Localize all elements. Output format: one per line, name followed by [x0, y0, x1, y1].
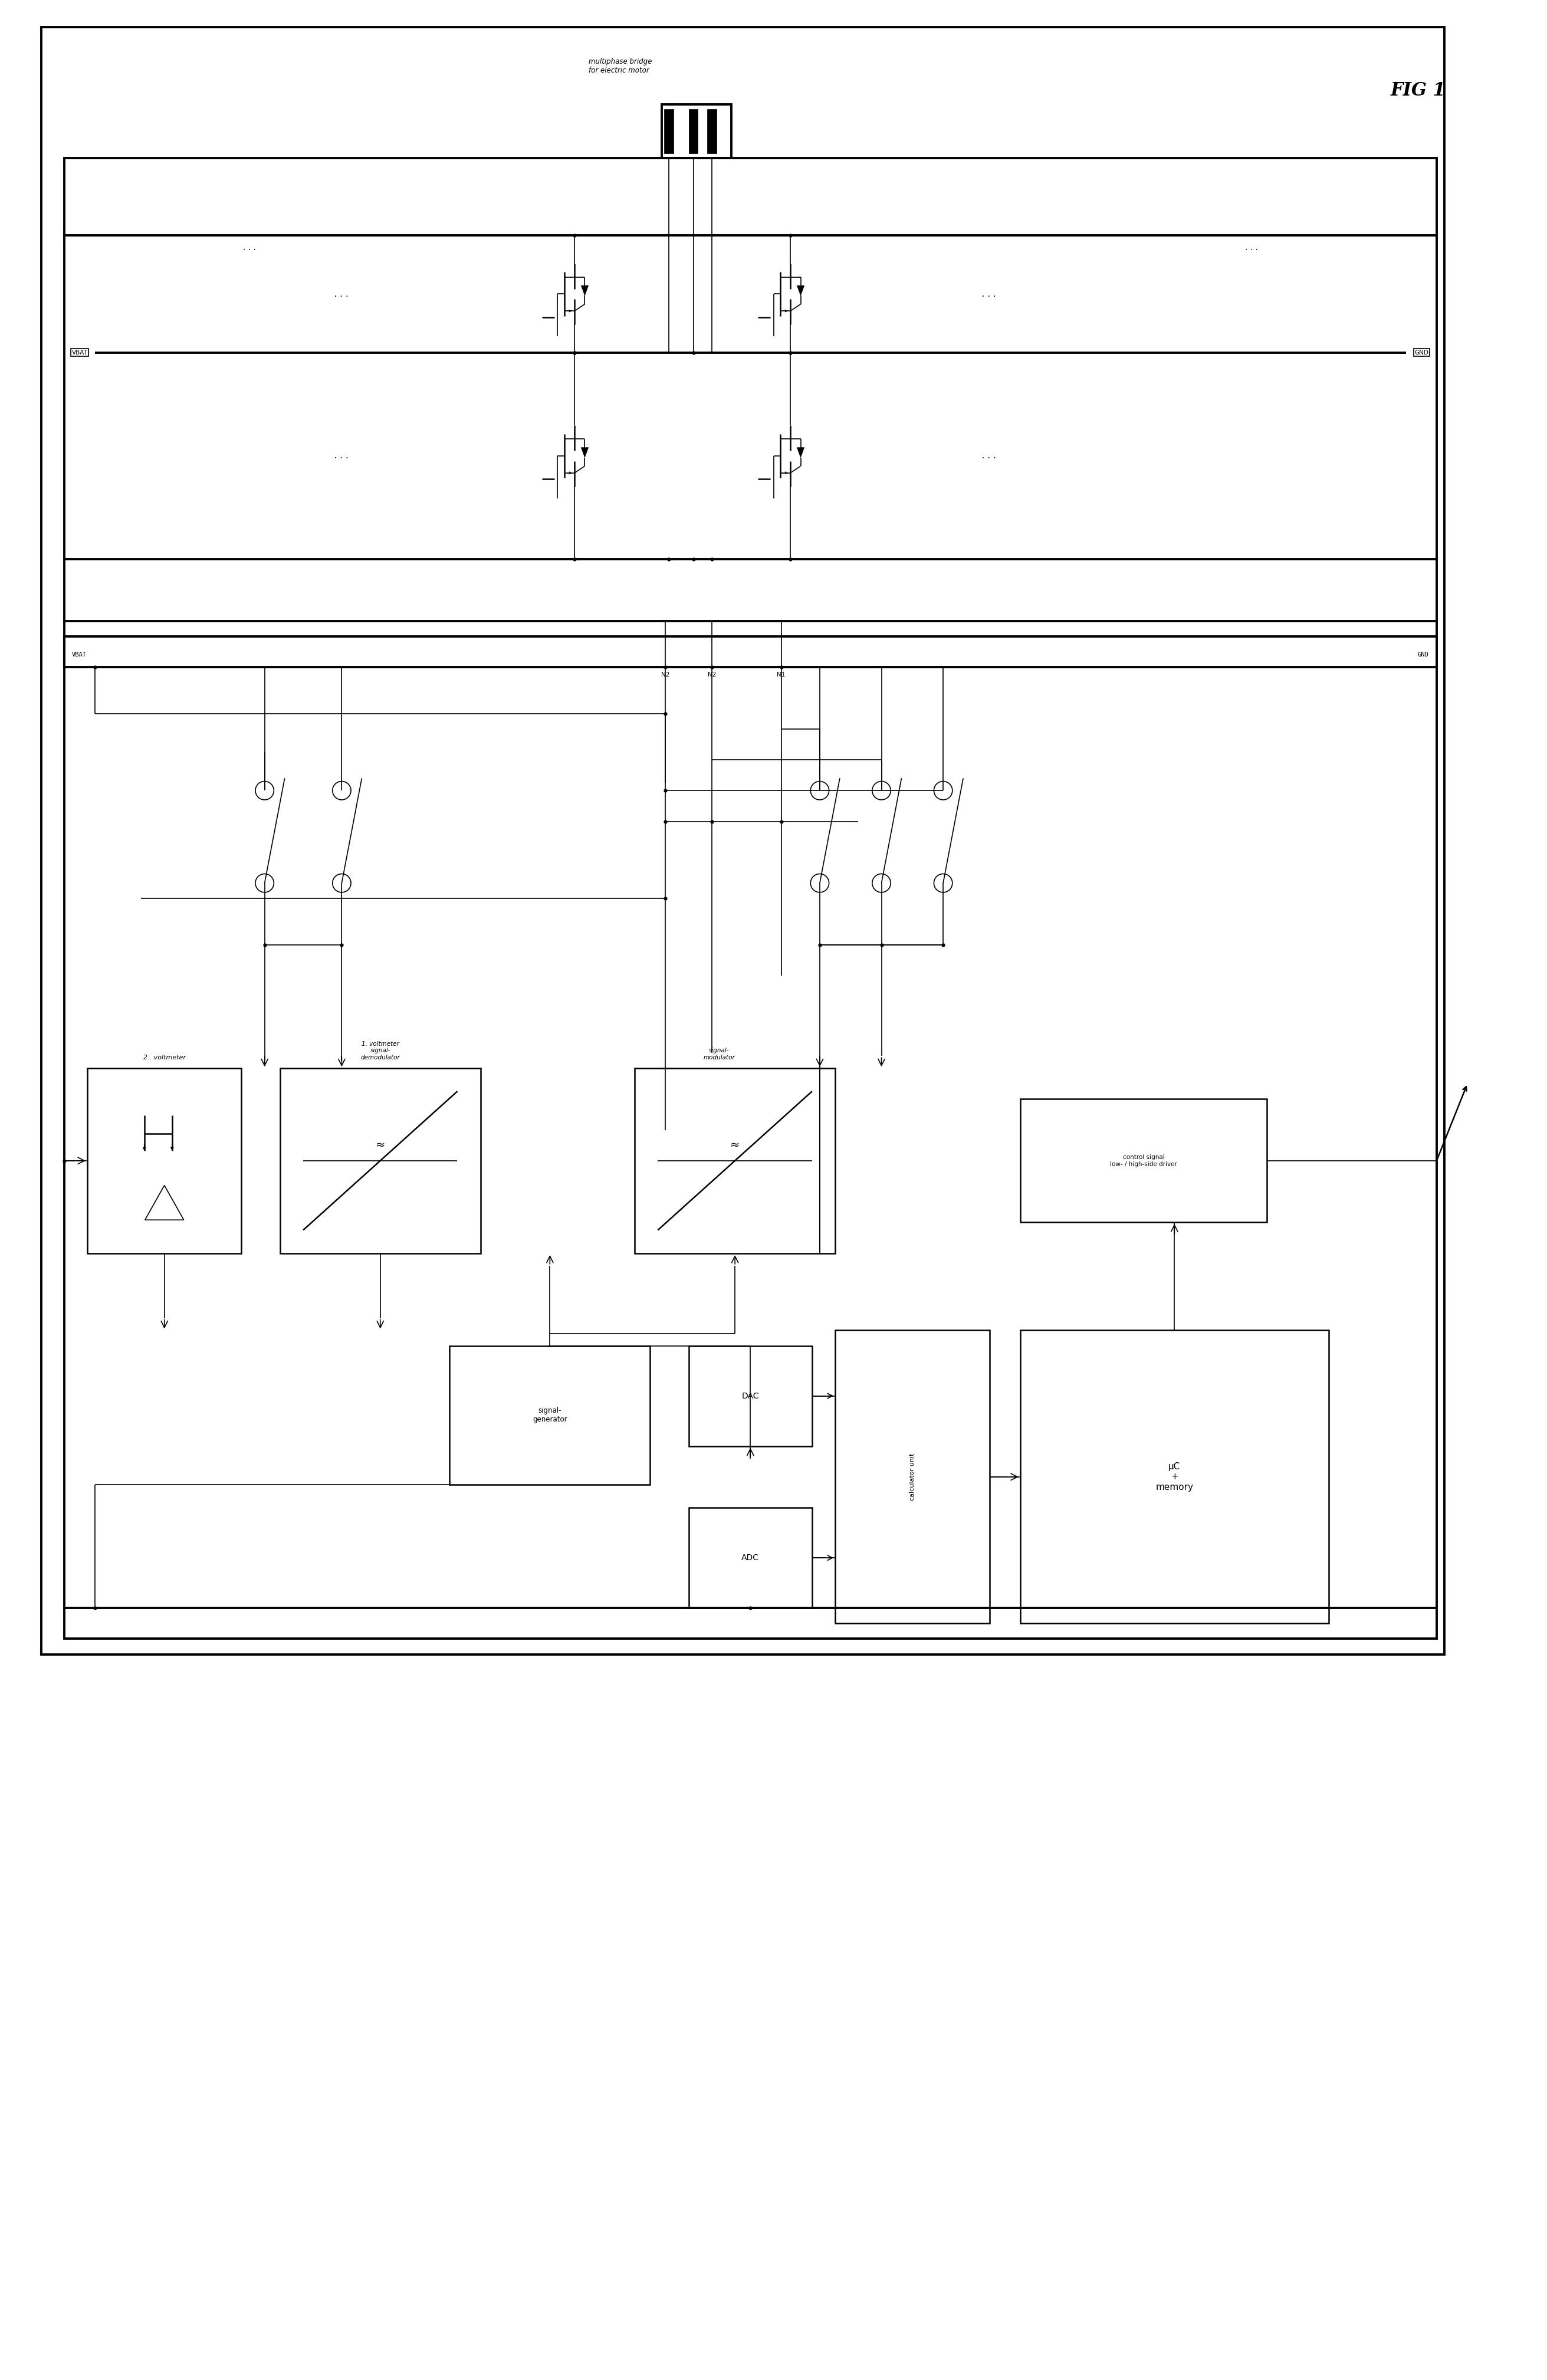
Bar: [664, 109, 673, 155]
Text: GND: GND: [1419, 652, 1429, 657]
Text: ADC: ADC: [741, 1554, 760, 1561]
Text: GND: GND: [1416, 350, 1429, 355]
Bar: [634, 1069, 835, 1254]
Polygon shape: [797, 447, 804, 457]
Text: signal-
modulator: signal- modulator: [704, 1047, 735, 1061]
Bar: [450, 1345, 650, 1485]
Text: multiphase bridge
for electric motor: multiphase bridge for electric motor: [588, 57, 651, 74]
Bar: [688, 109, 698, 155]
Bar: [835, 1330, 990, 1623]
Text: N1: N1: [777, 671, 786, 678]
Bar: [688, 1345, 812, 1447]
Text: VBAT: VBAT: [71, 350, 88, 355]
Bar: [87, 1069, 241, 1254]
Text: signal-
generator: signal- generator: [532, 1407, 568, 1423]
Bar: [707, 109, 716, 155]
Bar: [688, 1507, 812, 1609]
Text: ≈: ≈: [730, 1140, 739, 1152]
Text: . . .: . . .: [334, 452, 350, 459]
Bar: [1019, 1100, 1267, 1223]
Polygon shape: [582, 286, 588, 295]
Text: 2 . voltmeter: 2 . voltmeter: [144, 1054, 186, 1061]
Text: FIG 1: FIG 1: [1391, 81, 1445, 100]
Text: μC
+
memory: μC + memory: [1156, 1461, 1193, 1492]
Text: control signal
low- / high-side driver: control signal low- / high-side driver: [1111, 1154, 1177, 1166]
Bar: [63, 635, 1437, 1640]
Text: . . .: . . .: [982, 452, 996, 459]
Text: DAC: DAC: [741, 1392, 760, 1399]
Bar: [280, 1069, 481, 1254]
Text: 1. voltmeter
signal-
demodulator: 1. voltmeter signal- demodulator: [360, 1040, 401, 1061]
Text: VBAT: VBAT: [71, 652, 87, 657]
Text: . . .: . . .: [334, 290, 350, 298]
Bar: [63, 157, 1437, 621]
Bar: [42, 26, 1445, 1654]
Text: . . .: . . .: [1245, 243, 1258, 252]
Text: . . .: . . .: [982, 290, 996, 298]
Bar: [662, 105, 732, 157]
Polygon shape: [582, 447, 588, 457]
Text: calculator unit: calculator unit: [910, 1454, 916, 1499]
Text: ≈: ≈: [376, 1140, 385, 1152]
Text: N2: N2: [707, 671, 716, 678]
Polygon shape: [797, 286, 804, 295]
Bar: [1019, 1330, 1329, 1623]
Text: N2: N2: [661, 671, 670, 678]
Text: . . .: . . .: [243, 243, 255, 252]
